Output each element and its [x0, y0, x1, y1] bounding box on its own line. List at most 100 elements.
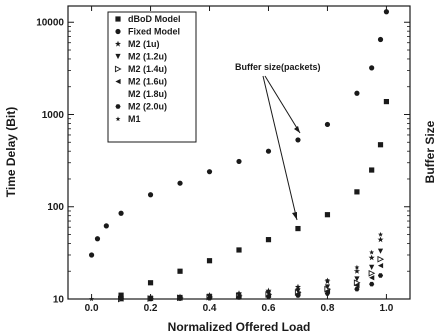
- y-tick-label: 10: [53, 295, 65, 306]
- data-point-dbod-model: [354, 189, 360, 195]
- data-point-m2-1u: [377, 236, 384, 243]
- x-tick-label: 0.6: [262, 303, 276, 314]
- legend-label-m2-1u: M2 (1u): [128, 39, 160, 49]
- legend-marker-fixed-model: [115, 28, 121, 35]
- series-m2-2-0u: [118, 273, 384, 302]
- data-point-fixed-model: [103, 223, 109, 229]
- series-m2-1-6u: [118, 263, 384, 302]
- legend-box: [107, 11, 197, 143]
- legend-label-m1: M1: [128, 114, 141, 124]
- data-point-m2-1-6u: [369, 275, 375, 281]
- data-point-m2-2-0u: [295, 293, 301, 298]
- annotation-arrowhead-2: [292, 212, 297, 220]
- legend-label-m2-1-6u: M2 (1.6u): [128, 77, 167, 87]
- series-fixed-model: [88, 9, 390, 258]
- y-axis-title: Time Delay (Bit): [4, 107, 18, 197]
- data-point-dbod-model: [147, 280, 154, 286]
- data-point-fixed-model: [236, 158, 242, 165]
- data-point-dbod-model: [369, 167, 375, 173]
- data-point-m1: [236, 291, 242, 297]
- data-point-dbod-model: [324, 212, 331, 218]
- data-point-m2-1-4u: [368, 269, 376, 277]
- data-point-m1: [118, 296, 124, 302]
- x-axis-ticks: 0.0 0.2 0.4 0.6 0.8 1.0: [85, 6, 394, 314]
- data-point-m2-1-4u: [353, 279, 361, 287]
- data-point-fixed-model: [94, 236, 101, 242]
- data-point-m2-1-2u: [354, 276, 360, 282]
- data-point-m2-1-2u: [377, 248, 384, 254]
- data-point-fixed-model: [377, 36, 384, 43]
- data-point-m1: [295, 284, 301, 290]
- data-point-m1: [369, 249, 375, 255]
- data-point-fixed-model: [118, 210, 124, 216]
- annotation-arrow-2: [262, 75, 298, 221]
- series-m2-1u: [118, 236, 384, 302]
- x-tick-label: 0.8: [320, 303, 334, 314]
- x-tick-label: 1.0: [379, 303, 393, 314]
- data-point-m2-1u: [368, 254, 375, 261]
- data-point-dbod-model: [265, 237, 272, 243]
- legend-marker-m2-1-6u: [115, 78, 121, 85]
- data-point-dbod-model: [383, 98, 390, 105]
- data-point-fixed-model: [369, 65, 375, 71]
- legend-label-m2-2-0u: M2 (2.0u): [128, 102, 167, 112]
- x-tick-label: 0.4: [203, 303, 217, 314]
- y-axis-ticks: 10 100 1000 10000: [36, 18, 410, 306]
- x-tick-label: 0.0: [85, 303, 99, 314]
- data-point-m2-2-0u: [369, 281, 375, 287]
- y-tick-label: 10000: [36, 18, 64, 29]
- data-point-dbod-model: [206, 258, 213, 264]
- legend-items: dBoD Model Fixed Model M2 (1u) M2 (1.2u) M2 …: [114, 14, 181, 124]
- data-point-m2-2-0u: [354, 286, 360, 292]
- data-point-dbod-model: [295, 225, 301, 232]
- annotation-arrowhead-1: [294, 126, 300, 133]
- x-axis-title: Normalized Offered Load: [168, 320, 311, 334]
- data-marks: [88, 9, 390, 303]
- y2-axis-title: Buffer Size: [423, 120, 437, 183]
- annotation-label: Buffer size(packets): [235, 62, 321, 72]
- y-tick-label: 100: [47, 202, 64, 213]
- data-point-m2-1-2u: [369, 264, 375, 271]
- legend-label-fixed-model: Fixed Model: [128, 27, 180, 37]
- series-m2-1-2u: [118, 248, 384, 302]
- data-point-m1: [266, 289, 271, 294]
- series-dbod-model: [118, 98, 390, 298]
- data-point-m2-2-0u: [377, 273, 384, 278]
- legend-label-m2-1-4u: M2 (1.4u): [128, 64, 167, 74]
- legend-label-m2-1-2u: M2 (1.2u): [128, 52, 167, 62]
- series-m1: [89, 231, 383, 302]
- data-point-fixed-model: [147, 192, 154, 198]
- data-point-m2-1u: [353, 268, 360, 274]
- data-point-m2-1-6u: [377, 263, 384, 269]
- data-point-m1: [325, 277, 330, 283]
- data-point-fixed-model: [177, 180, 183, 186]
- data-point-fixed-model: [265, 148, 272, 154]
- data-point-m1: [378, 231, 383, 237]
- data-point-m1: [354, 264, 360, 270]
- x-tick-label: 0.2: [144, 303, 158, 314]
- data-point-m2-2-0u: [324, 291, 330, 296]
- data-point-fixed-model: [354, 90, 360, 96]
- data-point-m2-1-4u: [377, 255, 385, 263]
- legend-marker-m2-1u: [115, 40, 121, 47]
- y-tick-label: 1000: [42, 110, 65, 121]
- legend-label-dbod-model: dBoD Model: [128, 14, 181, 24]
- data-point-fixed-model: [324, 121, 331, 128]
- legend-marker-m2-1-2u: [115, 53, 121, 60]
- data-point-m2-1-6u: [354, 282, 360, 289]
- data-point-m2-1-2u: [324, 284, 331, 290]
- data-point-fixed-model: [206, 169, 213, 175]
- annotation-arrow-1: [264, 75, 301, 134]
- data-point-dbod-model: [377, 142, 384, 148]
- data-point-dbod-model: [236, 247, 242, 253]
- data-point-fixed-model: [383, 9, 390, 15]
- data-point-fixed-model: [295, 137, 301, 143]
- data-point-dbod-model: [118, 292, 124, 298]
- legend: dBoD Model Fixed Model M2 (1u) M2 (1.2u) M2 …: [107, 11, 197, 143]
- data-point-m1: [177, 294, 183, 300]
- legend-marker-m2-1-4u: [114, 65, 122, 73]
- legend-label-m2-1-8u: M2 (1.8u): [128, 89, 167, 99]
- data-point-dbod-model: [177, 268, 183, 274]
- legend-marker-m2-2-0u: [115, 104, 121, 109]
- legend-marker-dbod-model: [115, 16, 121, 22]
